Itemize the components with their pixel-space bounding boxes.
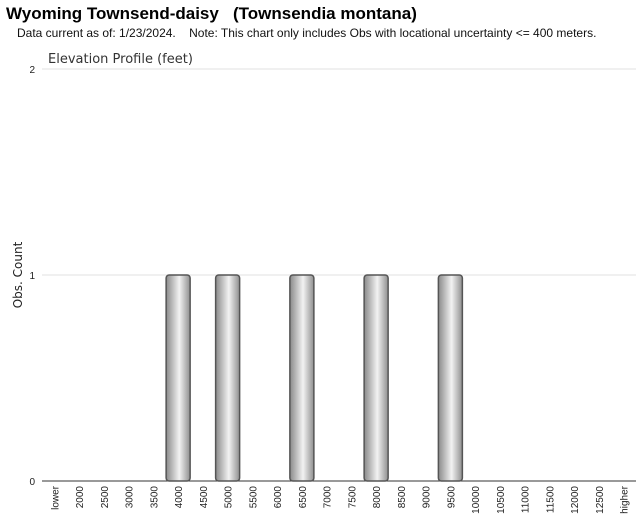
x-tick-label: 5000 bbox=[224, 486, 235, 509]
x-tick-label: 8000 bbox=[372, 486, 383, 509]
panel-title: Elevation Profile (feet) bbox=[48, 52, 193, 67]
chart-title: Wyoming Townsend-daisy (Townsendia monta… bbox=[6, 4, 417, 23]
x-tick-label: 5500 bbox=[248, 486, 259, 509]
x-tick-label: 11500 bbox=[545, 486, 556, 514]
x-tick-label: 6500 bbox=[298, 486, 309, 509]
x-tick-label: 10000 bbox=[471, 486, 482, 514]
y-tick-label: 1 bbox=[29, 271, 35, 282]
y-tick-label: 0 bbox=[29, 477, 35, 488]
y-axis-ticks: 0 1 2 bbox=[29, 65, 35, 488]
bar-9500 bbox=[437, 274, 464, 482]
x-axis-ticks: lower 2000 2500 3000 3500 4000 4500 5000 5500 600… bbox=[50, 485, 630, 513]
y-axis-label: Obs. Count bbox=[11, 241, 25, 308]
x-tick-label: 6000 bbox=[273, 486, 284, 509]
x-tick-label: 8500 bbox=[397, 486, 408, 509]
x-tick-label: 7000 bbox=[323, 486, 334, 509]
x-tick-label: higher bbox=[620, 485, 631, 513]
x-tick-label: 2500 bbox=[100, 486, 111, 509]
x-tick-label: 12500 bbox=[595, 486, 606, 514]
x-tick-label: 4500 bbox=[199, 486, 210, 509]
bar-8000 bbox=[363, 274, 389, 482]
x-tick-label: 9000 bbox=[422, 486, 433, 509]
x-tick-label: 12000 bbox=[570, 486, 581, 514]
bars bbox=[165, 274, 464, 482]
x-tick-label: 3500 bbox=[149, 486, 160, 509]
y-tick-label: 2 bbox=[29, 65, 35, 76]
x-tick-label: 11000 bbox=[521, 486, 532, 514]
bar-6500 bbox=[289, 274, 315, 482]
bar-4000 bbox=[165, 274, 191, 482]
bar-5000 bbox=[214, 274, 241, 482]
x-tick-label: lower bbox=[50, 485, 61, 510]
x-tick-label: 9500 bbox=[446, 486, 457, 509]
grid-lines bbox=[42, 68, 636, 482]
x-tick-label: 10500 bbox=[496, 486, 507, 514]
x-tick-label: 7500 bbox=[347, 486, 358, 509]
x-tick-label: 3000 bbox=[125, 486, 136, 509]
x-tick-label: 2000 bbox=[75, 486, 86, 509]
x-tick-label: 4000 bbox=[174, 486, 185, 509]
chart-subtitle: Data current as of: 1/23/2024. Note: Thi… bbox=[17, 26, 597, 40]
